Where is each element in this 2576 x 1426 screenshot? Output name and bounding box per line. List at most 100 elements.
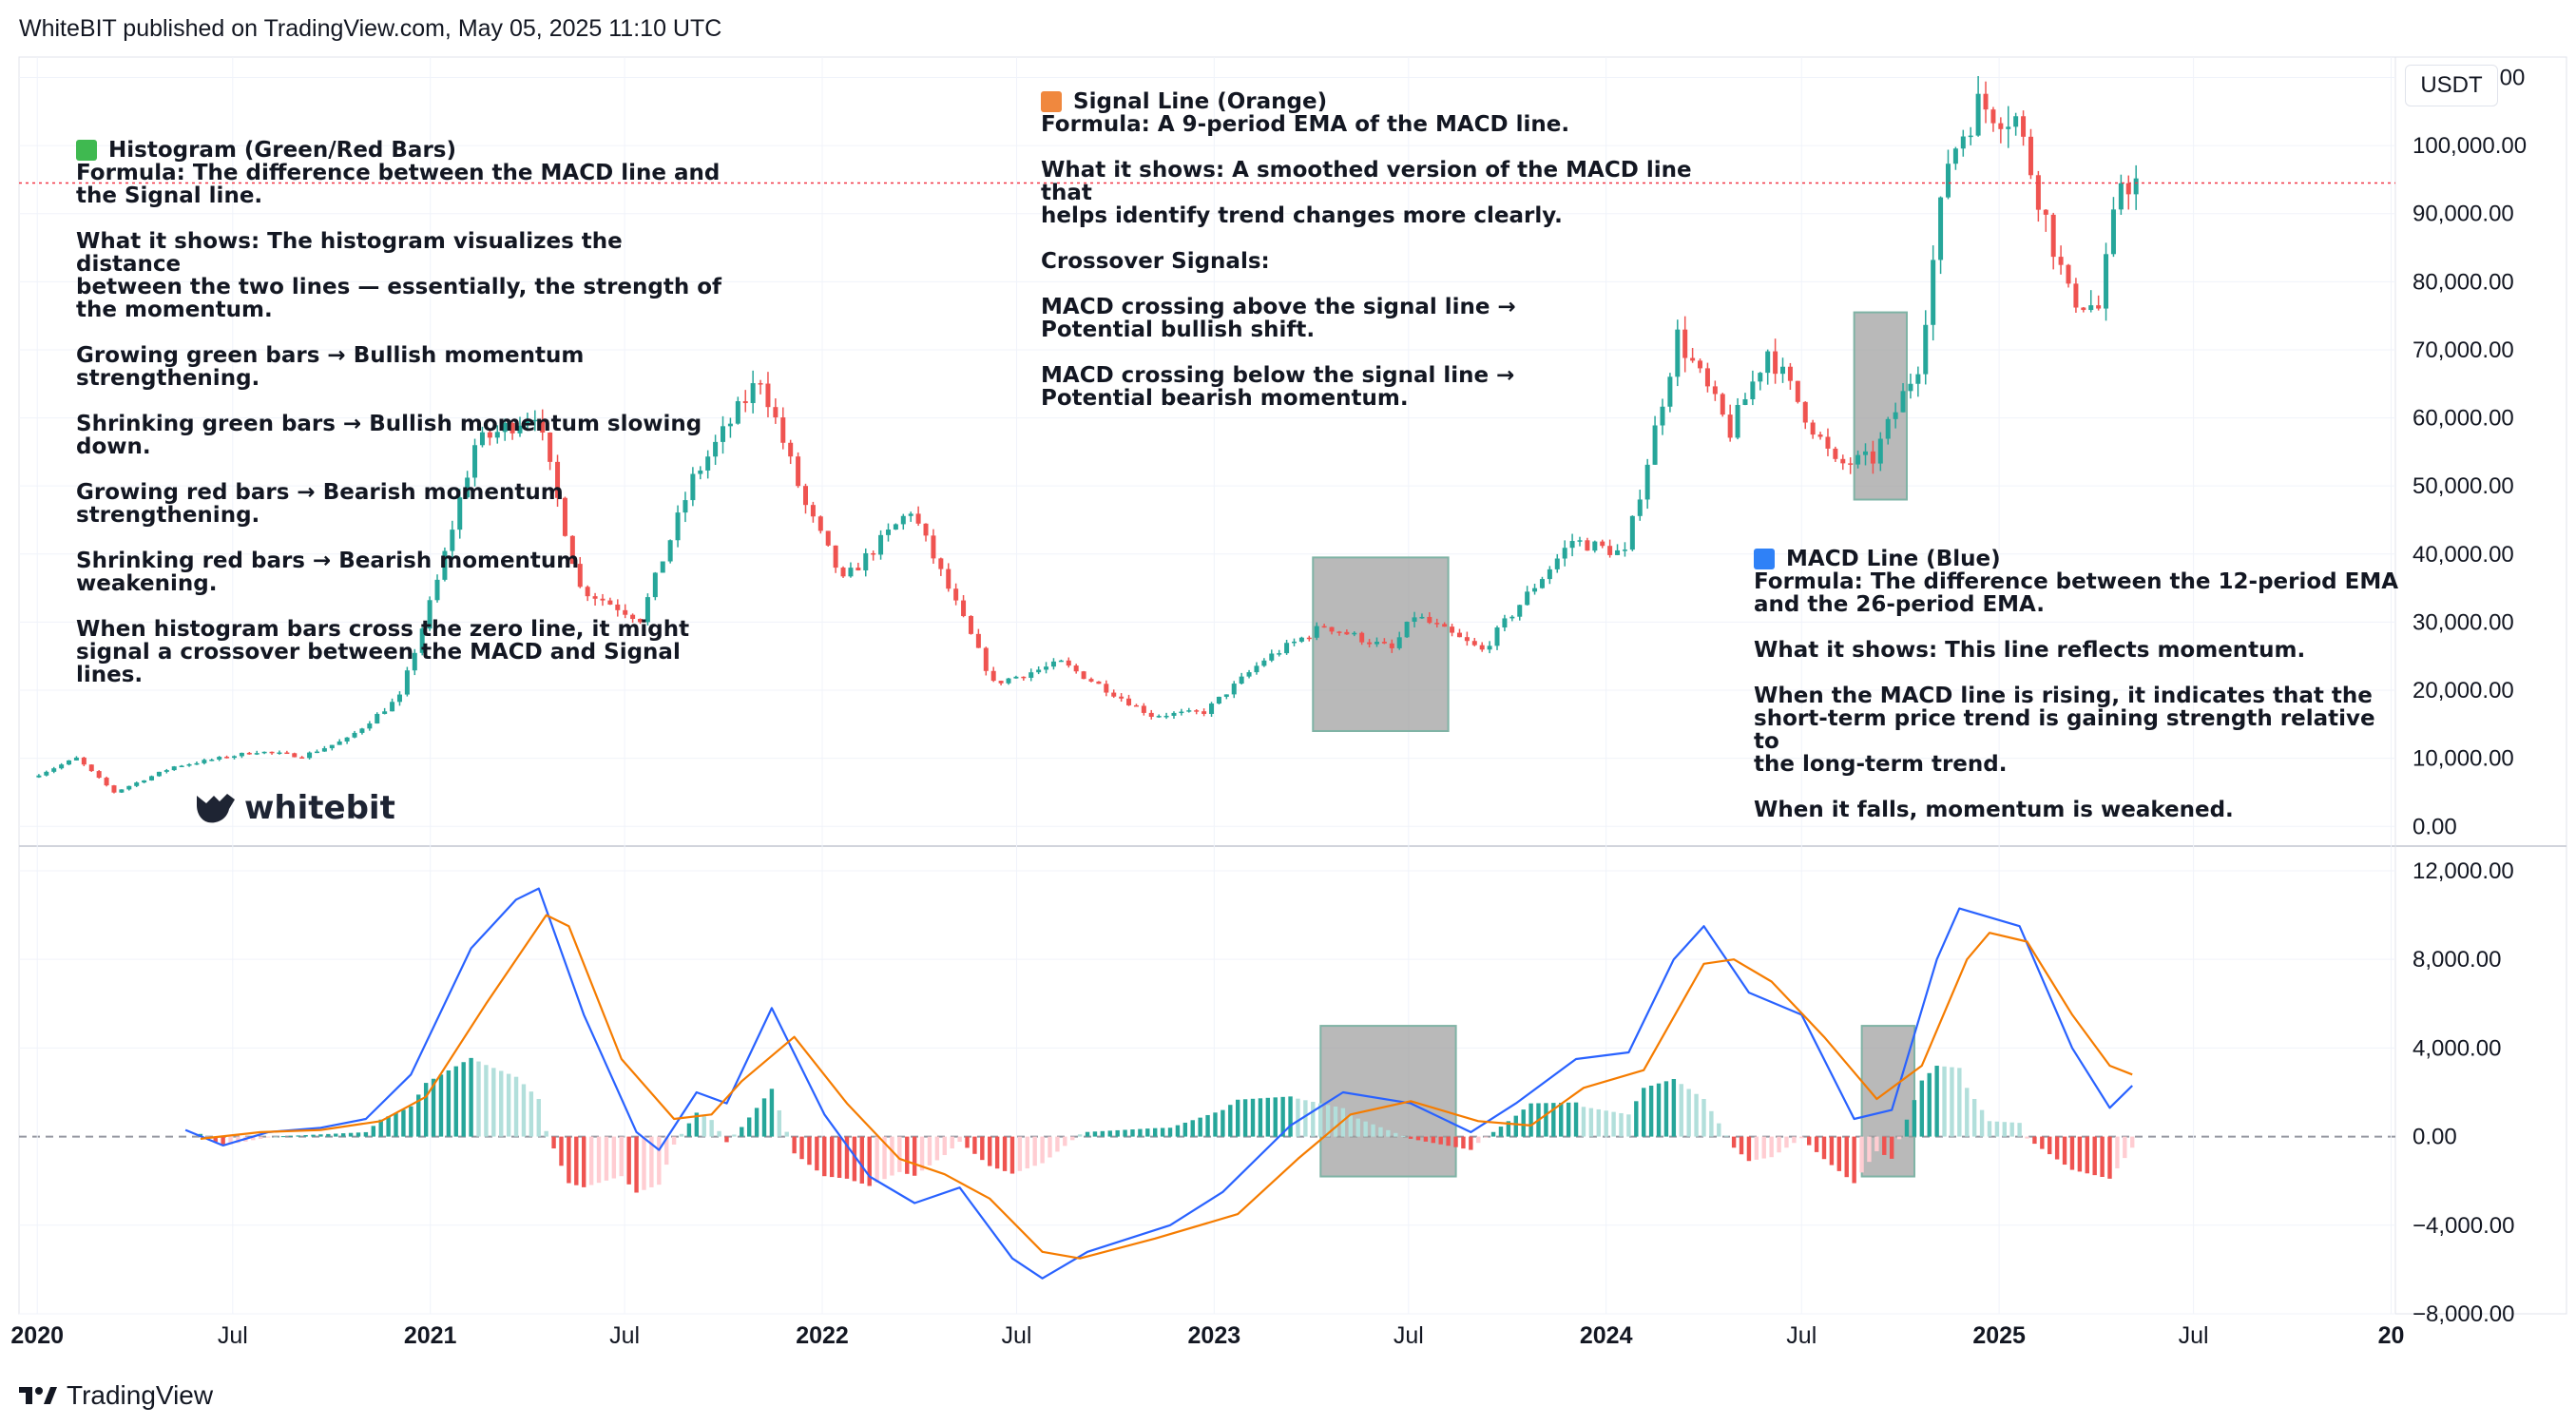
candle-body <box>465 477 471 498</box>
histogram-bar <box>1814 1136 1819 1152</box>
histogram-bar <box>1521 1109 1526 1137</box>
histogram-bar <box>1394 1132 1398 1137</box>
orange-square-icon <box>1041 91 1062 112</box>
histogram-bar <box>1513 1115 1518 1137</box>
candle-body <box>179 765 184 768</box>
histogram-bar <box>1461 1136 1466 1149</box>
candle-body <box>88 764 94 772</box>
histogram-bar <box>544 1130 548 1137</box>
candle-body <box>878 534 884 555</box>
candle-body <box>1877 438 1883 464</box>
histogram-bar <box>1551 1103 1556 1137</box>
histogram-bar <box>859 1136 865 1184</box>
histogram-bar <box>1303 1100 1308 1137</box>
macd-tick-label: 8,000.00 <box>2413 947 2501 973</box>
candle-body <box>1456 632 1462 638</box>
histogram-bar <box>611 1136 617 1179</box>
candle-body <box>292 753 298 758</box>
candle-body <box>472 445 478 478</box>
candle-body <box>1036 669 1042 673</box>
histogram-bar <box>251 1136 256 1141</box>
candle-body <box>1915 374 1921 384</box>
candle-body <box>1231 684 1237 695</box>
candle-body <box>592 596 598 599</box>
histogram-bar <box>1663 1081 1669 1137</box>
histogram-bar <box>1423 1136 1429 1142</box>
histogram-bar <box>236 1136 240 1144</box>
currency-label[interactable]: USDT <box>2405 65 2498 106</box>
candle-body <box>1284 643 1290 654</box>
candle-body <box>1502 618 1508 628</box>
candle-body <box>487 432 492 438</box>
candle-body <box>548 433 553 462</box>
histogram-bar <box>1912 1100 1917 1137</box>
candle-body <box>1442 624 1448 627</box>
histogram-bar <box>326 1133 331 1137</box>
candle-body <box>1652 425 1658 465</box>
candle-body <box>1810 422 1816 435</box>
histogram-bar <box>792 1136 797 1154</box>
candle-body <box>1088 679 1094 682</box>
candle-body <box>269 751 275 754</box>
candle-body <box>2050 214 2056 258</box>
candle-body <box>1742 398 1748 405</box>
histogram-bar <box>1371 1124 1375 1137</box>
candle-body <box>1261 660 1267 666</box>
histogram-bar <box>1739 1136 1744 1155</box>
histogram-bar <box>1032 1136 1037 1166</box>
histogram-bar <box>1453 1136 1458 1147</box>
candle-body <box>968 616 973 634</box>
histogram-bar <box>1040 1136 1045 1164</box>
candle-body <box>2006 126 2011 129</box>
histogram-bar <box>2130 1136 2135 1148</box>
histogram-bar <box>1296 1098 1300 1137</box>
candle-body <box>742 401 748 403</box>
histogram-text-2: What it shows: The histogram visualizes … <box>76 229 722 322</box>
histogram-bar <box>2009 1122 2014 1137</box>
histogram-bar <box>273 1136 279 1138</box>
candle-body <box>2035 175 2041 210</box>
blue-square-icon <box>1754 549 1775 569</box>
candle-body <box>1292 641 1298 644</box>
histogram-bar <box>1934 1066 1939 1137</box>
histogram-bar <box>1852 1136 1856 1184</box>
histogram-bar <box>852 1136 857 1182</box>
candle-body <box>1795 380 1800 402</box>
histogram-bar <box>1063 1136 1067 1147</box>
candle-body <box>1058 660 1064 663</box>
candle-body <box>2125 183 2131 195</box>
histogram-bar <box>1265 1097 1271 1137</box>
candle-body <box>1269 653 1275 661</box>
histogram-bar <box>1333 1106 1338 1137</box>
candle-body <box>1517 605 1523 617</box>
candle-body <box>1870 451 1875 464</box>
candle-body <box>1908 383 1913 392</box>
candle-body <box>1479 645 1485 650</box>
candle-body <box>1780 366 1786 375</box>
histogram-bar <box>1378 1127 1383 1137</box>
histogram-bar <box>2092 1136 2097 1176</box>
price-tick-label: 10,000.00 <box>2413 746 2514 772</box>
histogram-bar <box>574 1136 579 1185</box>
histogram-bar <box>1844 1136 1849 1178</box>
histogram-bar <box>1490 1131 1496 1137</box>
histogram-bar <box>1213 1112 1218 1137</box>
histogram-bar <box>2040 1136 2045 1149</box>
candle-body <box>1471 641 1477 646</box>
tradingview-footer[interactable]: TradingView <box>19 1377 213 1415</box>
histogram-bar <box>340 1133 346 1137</box>
histogram-bar <box>2047 1136 2052 1155</box>
histogram-bar <box>934 1136 940 1161</box>
histogram-bar <box>356 1132 361 1137</box>
histogram-bar <box>348 1132 354 1137</box>
candle-body <box>1998 123 2004 129</box>
histogram-bar <box>1686 1089 1691 1137</box>
histogram-bar <box>1882 1136 1887 1155</box>
candle-body <box>773 407 779 418</box>
histogram-bar <box>1987 1121 1992 1137</box>
macd-text-2: What it shows: This line reflects moment… <box>1754 638 2306 663</box>
histogram-bar <box>438 1074 444 1137</box>
candle-body <box>2088 305 2094 311</box>
histogram-bar <box>1205 1114 1210 1137</box>
histogram-bar <box>724 1136 729 1143</box>
